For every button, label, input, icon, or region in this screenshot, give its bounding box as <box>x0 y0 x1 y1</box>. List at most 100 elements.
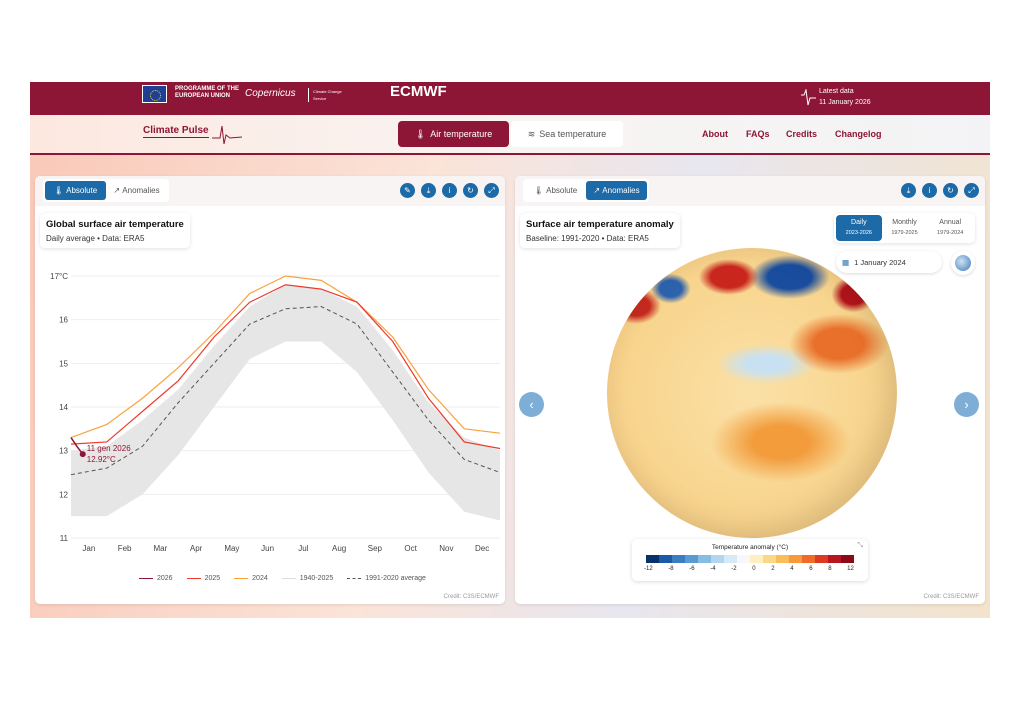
colorbar-tick: 4 <box>790 566 794 572</box>
brand-pulse-icon <box>212 125 242 145</box>
colorbar <box>646 555 854 563</box>
panel-toolbar: 🌡︎ Absolute ↗ Anomalies ✎ ⤓ i ↻ ⤢ <box>35 176 505 206</box>
colorbar-swatch <box>698 555 711 563</box>
colorbar-swatch <box>763 555 776 563</box>
colorbar-tick: -8 <box>668 566 674 572</box>
colorbar-ticks: -12 -8 -6 -4 -2 0 2 4 6 8 12 <box>644 566 854 572</box>
copernicus-logo[interactable]: Copernicus <box>245 88 296 99</box>
period-label: Monthly <box>892 219 917 226</box>
nav-about[interactable]: About <box>702 129 728 139</box>
projection-toggle-button[interactable] <box>951 251 975 275</box>
previous-date-button[interactable]: ‹ <box>519 392 544 417</box>
x-tick-label: Dec <box>475 544 489 553</box>
legend-label: 2026 <box>157 575 173 582</box>
map-title-box: Surface air temperature anomaly Baseline… <box>520 213 680 248</box>
series-2024-line <box>70 275 501 439</box>
tab-air-temperature[interactable]: 🌡︎ Air temperature <box>398 121 509 147</box>
period-monthly[interactable]: Monthly 1979-2025 <box>882 215 928 241</box>
legend-2025[interactable]: 2025 <box>186 575 221 582</box>
next-date-button[interactable]: › <box>954 392 979 417</box>
nav-credits[interactable]: Credits <box>786 129 818 139</box>
date-value: 1 January 2024 <box>854 257 906 267</box>
absolute-button[interactable]: 🌡︎ Absolute <box>45 181 106 200</box>
refresh-icon[interactable]: ↻ <box>943 183 958 198</box>
colorbar-tick: 12 <box>847 566 854 572</box>
colorbar-tick: -12 <box>644 566 653 572</box>
period-range: 1979-2024 <box>937 230 964 236</box>
legend-label: 1940-2025 <box>299 575 334 582</box>
button-label: Anomalies <box>602 186 640 195</box>
colorbar-tick: -6 <box>689 566 695 572</box>
legend-2024[interactable]: 2024 <box>234 575 268 582</box>
brand-logo[interactable]: Climate Pulse <box>143 125 209 138</box>
colorbar-swatch <box>828 555 841 563</box>
x-tick-label: May <box>224 544 239 553</box>
legend-2026[interactable]: 2026 <box>139 575 173 582</box>
colorbar-tick: 0 <box>752 566 756 572</box>
y-tick-label: 11 <box>60 534 69 543</box>
colorbar-tick: 2 <box>771 566 775 572</box>
tab-sea-temperature[interactable]: ≋ Sea temperature <box>511 121 623 147</box>
app: PROGRAMME OF THE EUROPEAN UNION Copernic… <box>30 82 990 618</box>
latest-data-date: 11 January 2026 <box>819 99 871 106</box>
calendar-icon: ▦ <box>842 257 850 267</box>
nav-changelog[interactable]: Changelog <box>835 129 882 139</box>
global-temperature-panel: 🌡︎ Absolute ↗ Anomalies ✎ ⤓ i ↻ ⤢ Global… <box>35 176 505 604</box>
colorbar-legend: Temperature anomaly (°C) ⤡ -12 -8 -6 -4 -2 0 2… <box>632 539 868 581</box>
colorbar-swatch <box>789 555 802 563</box>
period-daily[interactable]: Daily 2023-2026 <box>836 215 882 241</box>
colorbar-swatch <box>646 555 659 563</box>
expand-icon[interactable]: ⤢ <box>964 183 979 198</box>
period-annual[interactable]: Annual 1979-2024 <box>927 215 973 241</box>
y-tick-label: 17°C <box>50 272 68 281</box>
colorbar-tick: -2 <box>731 566 737 572</box>
x-tick-label: Nov <box>439 544 453 553</box>
view-toggle: 🌡︎ Absolute ↗ Anomalies <box>523 179 649 202</box>
anomalies-button[interactable]: ↗ Anomalies <box>586 181 647 200</box>
latest-data: Latest data 11 January 2026 <box>819 86 871 108</box>
download-icon[interactable]: ⤓ <box>901 183 916 198</box>
period-label: Daily <box>851 219 867 226</box>
colorbar-tick: -4 <box>710 566 716 572</box>
y-tick-label: 14 <box>59 403 68 412</box>
colorbar-swatch <box>776 555 789 563</box>
colorbar-swatch <box>659 555 672 563</box>
legend-average[interactable]: 1991-2020 average <box>347 575 426 582</box>
collapse-icon[interactable]: ⤡ <box>857 542 863 549</box>
legend-1940-2025[interactable]: 1940-2025 <box>281 575 334 582</box>
x-tick-label: Jan <box>82 544 95 553</box>
tab-label: Air temperature <box>430 129 493 139</box>
eu-flag-logo <box>142 85 167 103</box>
anomalies-button[interactable]: ↗ Anomalies <box>113 186 160 195</box>
y-tick-label: 12 <box>59 490 68 499</box>
download-icon[interactable]: ⤓ <box>421 183 436 198</box>
temperature-chart: 11 12 13 14 15 16 17°C Jan Feb Mar Apr May Jun Jul Aug… <box>50 272 501 553</box>
colorbar-tick: 8 <box>828 566 832 572</box>
expand-icon[interactable]: ⤢ <box>484 183 499 198</box>
legend-label: 2025 <box>204 575 221 582</box>
series-1940-2025-band <box>71 284 500 521</box>
series-average-line <box>70 306 501 476</box>
colorbar-swatch <box>815 555 828 563</box>
c3s-logo[interactable]: Climate Change Service <box>308 88 350 102</box>
eu-programme-label: PROGRAMME OF THE EUROPEAN UNION <box>175 86 239 99</box>
absolute-button[interactable]: 🌡︎ Absolute <box>533 186 578 195</box>
button-label: Anomalies <box>122 186 160 195</box>
anomaly-globe-map[interactable] <box>607 248 897 538</box>
ecmwf-logo[interactable]: ECMWF <box>390 83 447 100</box>
x-tick-label: Mar <box>153 544 167 553</box>
x-tick-label: Aug <box>332 544 346 553</box>
view-toggle: 🌡︎ Absolute ↗ Anomalies <box>43 179 169 202</box>
x-tick-label: Jul <box>298 544 308 553</box>
nav-faqs[interactable]: FAQs <box>746 129 770 139</box>
current-point-marker <box>79 451 86 458</box>
info-icon[interactable]: i <box>922 183 937 198</box>
colorbar-swatch <box>750 555 763 563</box>
date-picker[interactable]: ▦ 1 January 2024 <box>836 251 942 273</box>
info-icon[interactable]: i <box>442 183 457 198</box>
refresh-icon[interactable]: ↻ <box>463 183 478 198</box>
button-label: Absolute <box>546 186 578 195</box>
thermometer-icon: 🌡︎ <box>414 128 427 139</box>
edit-icon[interactable]: ✎ <box>400 183 415 198</box>
legend-label: 1991-2020 average <box>365 575 426 582</box>
